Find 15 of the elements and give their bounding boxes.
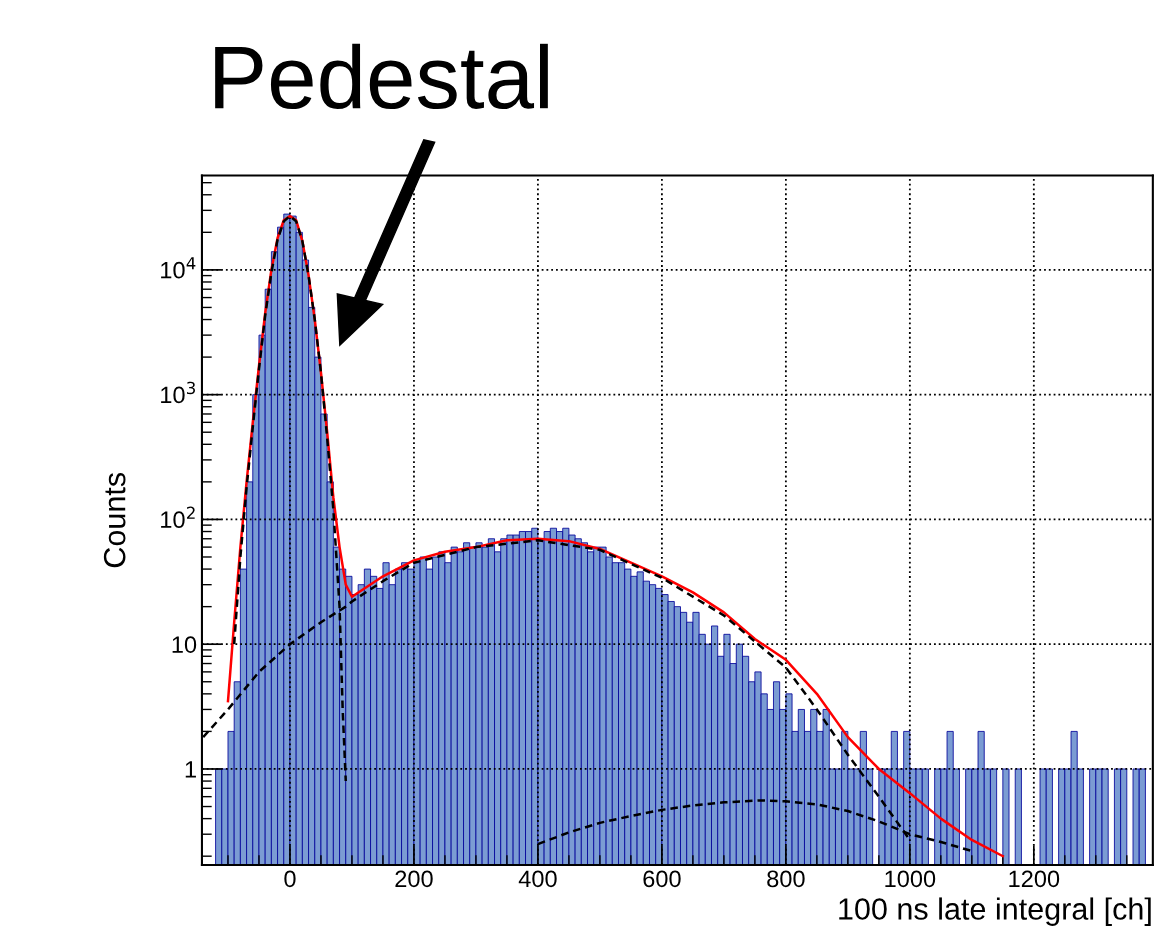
- x-tick-label: 1200: [1009, 870, 1060, 888]
- x-tick-label: 400: [518, 870, 557, 888]
- x-tick-label: 600: [643, 870, 681, 888]
- x-tick-label: 800: [767, 870, 805, 888]
- x-axis-title: 100 ns late integral [ch]: [839, 897, 1151, 926]
- text: Pedestal: [215, 43, 548, 110]
- y-tick-label: 10: [172, 636, 197, 653]
- x-tick-label: 200: [395, 870, 433, 888]
- y-tick-label: 1: [185, 761, 196, 778]
- y-tick-label: 10$^{2}$: [161, 506, 195, 529]
- y-tick-label: 10$^{4}$: [161, 257, 196, 279]
- x-tick-label: 1000: [885, 870, 936, 888]
- x-tick-label: 0: [284, 870, 296, 888]
- y-tick-label: 10$^{3}$: [161, 381, 195, 404]
- y-axis-title: Counts: [103, 472, 126, 568]
